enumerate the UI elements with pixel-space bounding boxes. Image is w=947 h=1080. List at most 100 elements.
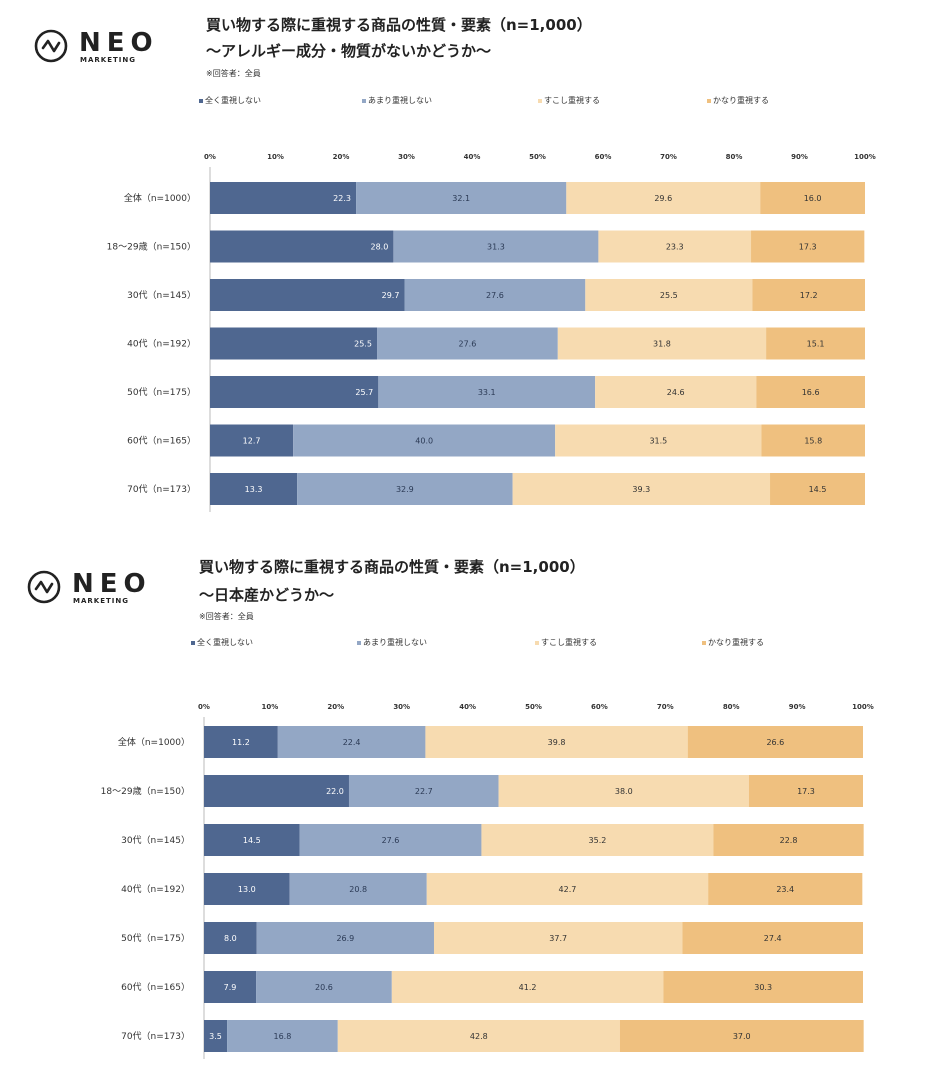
x-tick-label: 100% xyxy=(854,153,876,161)
legend-swatch xyxy=(191,640,195,645)
data-label: 20.8 xyxy=(349,885,367,894)
bar-segment xyxy=(293,424,556,457)
bar-segment xyxy=(687,726,863,758)
legend-swatch xyxy=(535,640,539,645)
bar-segment xyxy=(619,1020,864,1052)
data-label: 32.1 xyxy=(452,194,470,203)
bar-segment xyxy=(481,824,714,856)
data-label: 22.4 xyxy=(343,738,361,747)
data-label: 29.6 xyxy=(654,194,672,203)
data-label: 16.0 xyxy=(804,194,822,203)
data-label: 25.7 xyxy=(355,388,373,397)
data-label: 26.6 xyxy=(766,738,784,747)
bar-segment xyxy=(204,726,278,758)
data-label: 37.0 xyxy=(733,1032,751,1041)
bar-segment xyxy=(770,473,865,505)
x-tick-label: 10% xyxy=(267,153,284,161)
data-label: 3.5 xyxy=(209,1032,222,1041)
bar-segment xyxy=(512,473,771,505)
bar-segment xyxy=(256,971,392,1003)
bar-segment xyxy=(393,230,599,263)
chart-panel-allergen: NEO MARKETING 買い物する際に重視する商品の性質・要素（n=1,00… xyxy=(34,16,876,512)
bar-segment xyxy=(756,376,865,408)
x-tick-label: 60% xyxy=(595,153,612,161)
bar-segment xyxy=(595,376,757,408)
data-label: 25.5 xyxy=(354,340,372,349)
data-label: 17.2 xyxy=(800,291,818,300)
data-label: 30.3 xyxy=(754,983,772,992)
bar-segment xyxy=(426,873,709,905)
data-label: 35.2 xyxy=(589,836,607,845)
legend-label: 全く重視しない xyxy=(197,638,253,647)
legend-label: かなり重視する xyxy=(713,96,769,105)
bar-segment xyxy=(210,327,378,360)
bar-segment xyxy=(760,182,865,214)
data-label: 28.0 xyxy=(370,243,388,252)
data-label: 13.3 xyxy=(245,485,263,494)
chart-title-line2: ～アレルギー成分・物質がないかどうか～ xyxy=(206,42,492,60)
bar-segment xyxy=(433,922,683,954)
legend-label: すこし重視する xyxy=(544,96,600,105)
category-label: 30代（n=145） xyxy=(121,835,190,846)
data-label: 27.6 xyxy=(486,291,504,300)
data-label: 37.7 xyxy=(549,934,567,943)
data-label: 31.5 xyxy=(649,437,667,446)
legend-swatch xyxy=(357,640,361,645)
data-label: 27.6 xyxy=(382,836,400,845)
bar-segment xyxy=(204,1020,228,1052)
data-label: 31.8 xyxy=(653,340,671,349)
data-label: 17.3 xyxy=(799,243,817,252)
chart-panel-made-in-japan: NEO MARKETING 買い物する際に重視する商品の性質・要素（n=1,00… xyxy=(0,540,947,1080)
data-label: 24.6 xyxy=(667,388,685,397)
legend-label: 全く重視しない xyxy=(205,96,261,105)
data-label: 17.3 xyxy=(797,787,815,796)
x-tick-label: 50% xyxy=(525,703,542,711)
bar-segment xyxy=(498,775,749,807)
bar-segment xyxy=(289,873,427,905)
legend-label: あまり重視しない xyxy=(368,96,432,105)
data-label: 14.5 xyxy=(809,485,827,494)
category-label: 18～29歳（n=150） xyxy=(107,241,196,253)
bar-segment xyxy=(297,473,513,505)
x-tick-label: 50% xyxy=(529,153,546,161)
bar-segment xyxy=(566,182,761,214)
legend-swatch xyxy=(362,98,366,103)
data-label: 22.3 xyxy=(333,194,351,203)
bar-segment xyxy=(377,327,558,360)
bar-segment xyxy=(378,376,596,408)
x-tick-label: 90% xyxy=(789,703,806,711)
legend-swatch xyxy=(538,98,542,103)
x-tick-label: 80% xyxy=(723,703,740,711)
legend-item-1: 全く重視しない xyxy=(199,95,261,106)
bar-segment xyxy=(356,182,567,214)
chart-title-line2: ～日本産かどうか～ xyxy=(199,586,335,604)
data-label: 31.3 xyxy=(487,243,505,252)
data-label: 27.4 xyxy=(764,934,782,943)
x-tick-label: 0% xyxy=(198,703,210,711)
bar-segment xyxy=(210,279,405,311)
category-label: 30代（n=145） xyxy=(127,290,196,301)
bar-segment xyxy=(337,1020,620,1052)
bar-segment xyxy=(277,726,426,758)
x-tick-label: 30% xyxy=(398,153,415,161)
bar-segment xyxy=(299,824,482,856)
logo-name: NEO xyxy=(79,28,159,58)
bar-segment xyxy=(391,971,664,1003)
bar-segment xyxy=(555,424,762,457)
bar-segment xyxy=(204,873,290,905)
x-tick-label: 30% xyxy=(393,703,410,711)
category-label: 70代（n=173） xyxy=(127,484,196,495)
respondent-note: ※回答者：全員 xyxy=(206,69,261,78)
x-tick-label: 80% xyxy=(726,153,743,161)
stacked-bar-chart: 0% 10% 20% 30% 40% 50% 60% 70% 80% 90% 100% 全体（n=10… xyxy=(101,703,874,1059)
bar-segment xyxy=(348,775,499,807)
bar-segment xyxy=(557,327,767,360)
legend-item-4: かなり重視する xyxy=(702,637,764,648)
data-label: 32.9 xyxy=(396,485,414,494)
data-label: 20.6 xyxy=(315,983,333,992)
bar-segment xyxy=(761,424,865,457)
data-label: 14.5 xyxy=(243,836,261,845)
legend-label: かなり重視する xyxy=(708,638,764,647)
data-label: 29.7 xyxy=(382,291,400,300)
bar-segment xyxy=(210,473,298,505)
